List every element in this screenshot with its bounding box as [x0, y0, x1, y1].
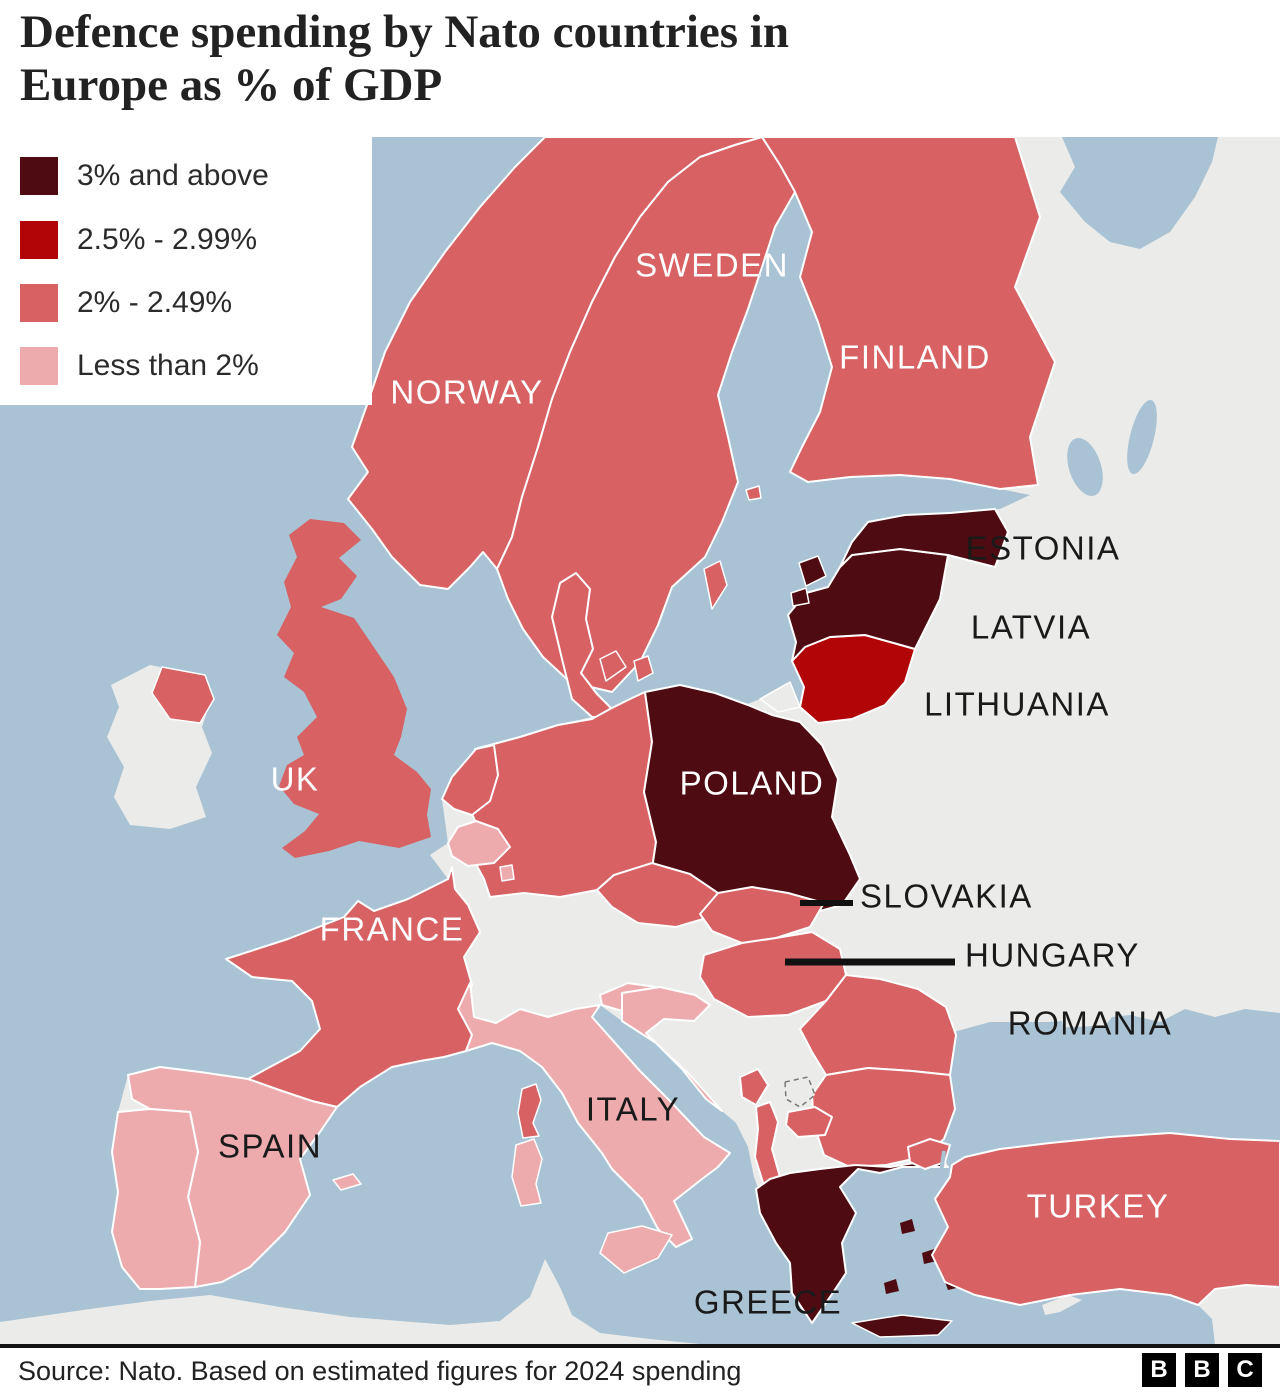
label-france: FRANCE	[320, 911, 465, 948]
country-estonia	[839, 508, 1009, 568]
label-romania: ROMANIA	[1008, 1005, 1173, 1042]
label-poland: POLAND	[680, 765, 825, 802]
label-turkey: TURKEY	[1027, 1188, 1170, 1225]
country-turkey-thrace	[907, 1138, 951, 1170]
legend-row-2-249: 2% - 2.49%	[20, 284, 232, 322]
legend-swatch-less2	[20, 347, 58, 385]
country-montenegro	[739, 1068, 769, 1106]
country-czechia	[596, 862, 719, 928]
region-kaliningrad	[759, 681, 801, 713]
label-italy: ITALY	[586, 1091, 680, 1128]
footer-divider	[0, 1344, 1280, 1348]
legend-swatch-3plus	[20, 157, 58, 195]
country-finland	[761, 136, 1056, 490]
legend-label-less2: Less than 2%	[77, 349, 259, 382]
island-sicily	[599, 1225, 673, 1274]
title-line-1: Defence spending by Nato countries in	[20, 6, 789, 58]
label-uk: UK	[271, 761, 320, 798]
bbc-logo-b1: B	[1142, 1353, 1176, 1387]
legend-label-25-299: 2.5% - 2.99%	[77, 223, 258, 256]
island-aland	[745, 485, 762, 501]
country-italy	[457, 982, 731, 1248]
europe-map: SWEDEN NORWAY FINLAND ESTONIA LATVIA LIT…	[0, 136, 1280, 1345]
island-balearics	[332, 1173, 362, 1191]
bbc-logo-c: C	[1228, 1353, 1262, 1387]
legend-swatch-2-249	[20, 284, 58, 322]
country-poland	[643, 684, 861, 918]
country-greece	[755, 1158, 949, 1324]
country-north-macedonia	[785, 1106, 833, 1138]
page-title: Defence spending by Nato countries in Eu…	[20, 6, 789, 112]
country-luxembourg	[499, 864, 515, 882]
white-sea	[1060, 137, 1218, 249]
legend-label-2-249: 2% - 2.49%	[77, 286, 233, 319]
bosphorus-strait	[938, 1150, 946, 1182]
country-sweden	[496, 136, 796, 693]
north-africa	[0, 1259, 700, 1345]
legend-row-3plus: 3% and above	[20, 157, 269, 195]
estonia-islands	[790, 555, 827, 607]
footer: Source: Nato. Based on estimated figures…	[0, 1348, 1280, 1394]
island-corsica	[517, 1083, 542, 1139]
legend-row-25-299: 2.5% - 2.99%	[20, 221, 257, 259]
label-norway: NORWAY	[390, 374, 543, 411]
title-line-2: Europe as % of GDP	[20, 59, 443, 112]
label-greece: GREECE	[694, 1284, 842, 1321]
lake-onega	[1127, 400, 1157, 474]
label-finland: FINLAND	[839, 339, 991, 376]
legend-row-less2: Less than 2%	[20, 347, 259, 385]
title-band: Defence spending by Nato countries in Eu…	[0, 0, 1280, 137]
country-croatia	[621, 986, 723, 1112]
label-slovakia: SLOVAKIA	[860, 878, 1033, 915]
label-lithuania: LITHUANIA	[924, 686, 1110, 723]
label-sweden: SWEDEN	[635, 247, 789, 284]
black-sea	[938, 1009, 1280, 1167]
source-text: Source: Nato. Based on estimated figures…	[18, 1356, 742, 1386]
bbc-logo: B B C	[1142, 1353, 1262, 1387]
legend-swatch-25-299	[20, 221, 58, 259]
label-spain: SPAIN	[218, 1128, 322, 1165]
country-belgium	[447, 820, 511, 867]
lake-ladoga	[1067, 438, 1103, 496]
country-uk	[277, 519, 431, 858]
region-kosovo	[784, 1076, 816, 1108]
region-northern-ireland	[151, 666, 215, 724]
legend-label-3plus: 3% and above	[77, 159, 269, 192]
label-estonia: ESTONIA	[966, 530, 1121, 567]
country-denmark	[551, 572, 612, 718]
country-portugal	[111, 1108, 201, 1290]
label-hungary: HUNGARY	[965, 937, 1140, 974]
legend: 3% and above 2.5% - 2.99% 2% - 2.49% Les…	[0, 137, 372, 405]
label-latvia: LATVIA	[971, 609, 1091, 646]
denmark-islands	[599, 650, 654, 682]
country-turkey	[931, 1132, 1280, 1306]
island-gotland	[703, 560, 728, 610]
map-svg: SWEDEN NORWAY FINLAND ESTONIA LATVIA LIT…	[0, 136, 1280, 1345]
country-netherlands	[441, 744, 499, 816]
island-sardinia	[511, 1138, 543, 1207]
bbc-logo-b2: B	[1185, 1353, 1219, 1387]
country-cyprus	[1042, 1295, 1082, 1315]
island-crete	[851, 1314, 953, 1338]
country-slovakia	[699, 886, 825, 944]
